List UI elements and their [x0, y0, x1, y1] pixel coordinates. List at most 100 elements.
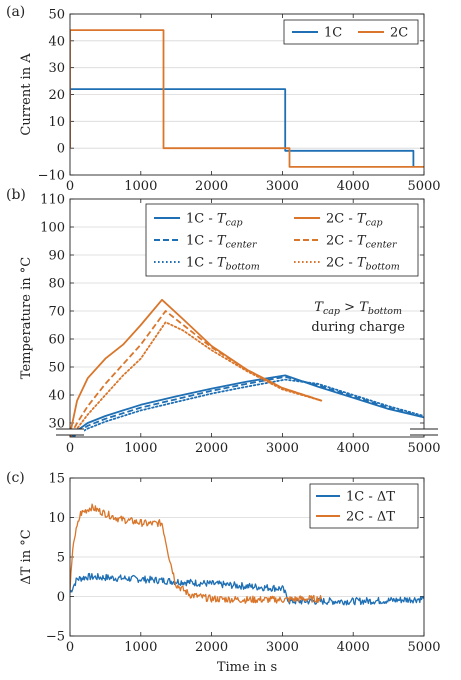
y-tick-label: 0 — [57, 590, 65, 605]
annotation-line1: Tcap > Tbottom — [314, 300, 402, 317]
x-tick-label: 5000 — [407, 179, 440, 194]
series-line-2 — [70, 378, 424, 437]
y-tick-label: 50 — [48, 361, 65, 376]
annotation: Tcap > Tbottom during charge — [311, 300, 405, 335]
plot-frame — [69, 13, 425, 176]
y-tick-label: 80 — [48, 277, 65, 292]
annotation-line2: during charge — [311, 320, 405, 335]
x-tick-label: 0 — [66, 441, 74, 456]
legend-label: 2C — [390, 26, 408, 41]
x-tick-label: 4000 — [337, 640, 370, 655]
x-tick-label: 1000 — [124, 441, 157, 456]
panel-b: (b) 30 40 50 60 70 80 90 100 110 0 1000 2000 3000 4000… — [6, 187, 441, 456]
annotation-sub: cap — [323, 306, 340, 317]
y-tick-label: 110 — [40, 193, 65, 208]
series-line-5 — [70, 321, 323, 437]
y-tick-label: 40 — [48, 34, 65, 49]
legend-label-sub: cap — [366, 218, 383, 229]
x-tick-label: 4000 — [337, 179, 370, 194]
legend-label: 2C - Tcenter — [326, 234, 398, 251]
y-tick-label: 90 — [48, 249, 65, 264]
legend-label-prefix: 2C - — [326, 256, 357, 271]
annotation-sub: bottom — [368, 306, 402, 317]
y-tick-label: 60 — [48, 333, 65, 348]
legend-label: 1C - Tbottom — [186, 256, 260, 273]
y-tick-label: 40 — [48, 389, 65, 404]
annotation-var: T — [359, 300, 369, 315]
legend-label-var: T — [357, 212, 367, 227]
y-tick-label: 0 — [57, 142, 65, 157]
x-tick-label: 1000 — [124, 640, 157, 655]
x-tick-label: 5000 — [407, 441, 440, 456]
x-tick-label: 2000 — [195, 640, 228, 655]
legend-label-sub: center — [226, 240, 259, 251]
x-tick-label: 0 — [66, 179, 74, 194]
series-line-1 — [70, 503, 322, 604]
panel-tag: (b) — [6, 187, 26, 203]
annotation-op: > — [340, 300, 359, 315]
axis-break-mask — [56, 429, 84, 435]
legend-label-prefix: 1C - — [186, 256, 217, 271]
x-tick-label: 3000 — [266, 179, 299, 194]
x-tick-label: 0 — [66, 640, 74, 655]
legend-label: 1C - Tcap — [186, 212, 243, 229]
legend-label-var: T — [217, 256, 227, 271]
series-line-1 — [70, 375, 424, 437]
series-line-0 — [70, 572, 424, 606]
series-line-0 — [70, 374, 424, 437]
axis-break-mask — [410, 429, 438, 435]
series-line-0 — [70, 88, 415, 167]
legend-label: 1C - Tcenter — [186, 234, 258, 251]
panel-tag: (c) — [6, 470, 25, 486]
legend-label: 1C — [324, 26, 342, 41]
series-line-4 — [70, 310, 322, 437]
y-tick-label: 30 — [48, 61, 65, 76]
x-tick-label: 2000 — [195, 441, 228, 456]
y-tick-label: 100 — [40, 221, 65, 236]
legend-label: 2C - ΔT — [346, 510, 395, 525]
legend-label-prefix: 2C - — [326, 234, 357, 249]
legend: 1C 2C — [283, 19, 419, 45]
plot-frame — [69, 477, 425, 637]
panel-tag: (a) — [6, 4, 25, 20]
legend-label: 2C - Tbottom — [326, 256, 400, 273]
legend-label-var: T — [217, 234, 227, 249]
legend-label-sub: bottom — [226, 262, 260, 273]
y-tick-label: 5 — [57, 551, 65, 566]
y-tick-label: 10 — [48, 115, 65, 130]
y-tick-label: −10 — [38, 169, 65, 184]
y-tick-label: 30 — [48, 417, 65, 432]
legend-label-prefix: 2C - — [326, 212, 357, 227]
y-axis-label: Temperature in °C — [19, 257, 34, 379]
legend: 1C - ΔT 2C - ΔT — [309, 483, 419, 529]
plot-frame — [69, 198, 425, 438]
legend-label-prefix: 1C - — [186, 234, 217, 249]
legend-label: 1C - ΔT — [346, 490, 395, 505]
y-axis-label: ΔT in °C — [19, 529, 34, 584]
x-tick-label: 2000 — [195, 179, 228, 194]
x-tick-label: 1000 — [124, 179, 157, 194]
x-tick-label: 3000 — [266, 441, 299, 456]
legend-label-sub: cap — [226, 218, 243, 229]
legend-label: 2C - Tcap — [326, 212, 383, 229]
y-tick-label: −5 — [46, 630, 65, 645]
legend-label-var: T — [357, 234, 367, 249]
legend-label-var: T — [357, 256, 367, 271]
x-tick-label: 4000 — [337, 441, 370, 456]
x-tick-label: 3000 — [266, 640, 299, 655]
annotation-var: T — [314, 300, 324, 315]
series-line-1 — [70, 29, 424, 168]
y-tick-label: 10 — [48, 511, 65, 526]
legend-label-prefix: 1C - — [186, 212, 217, 227]
legend-label-sub: bottom — [366, 262, 400, 273]
x-axis-label: Time in s — [217, 660, 277, 675]
legend-label-var: T — [217, 212, 227, 227]
x-tick-label: 5000 — [407, 640, 440, 655]
y-axis-label: Current in A — [19, 53, 34, 136]
y-tick-label: 15 — [48, 472, 65, 487]
legend-box — [145, 203, 419, 277]
